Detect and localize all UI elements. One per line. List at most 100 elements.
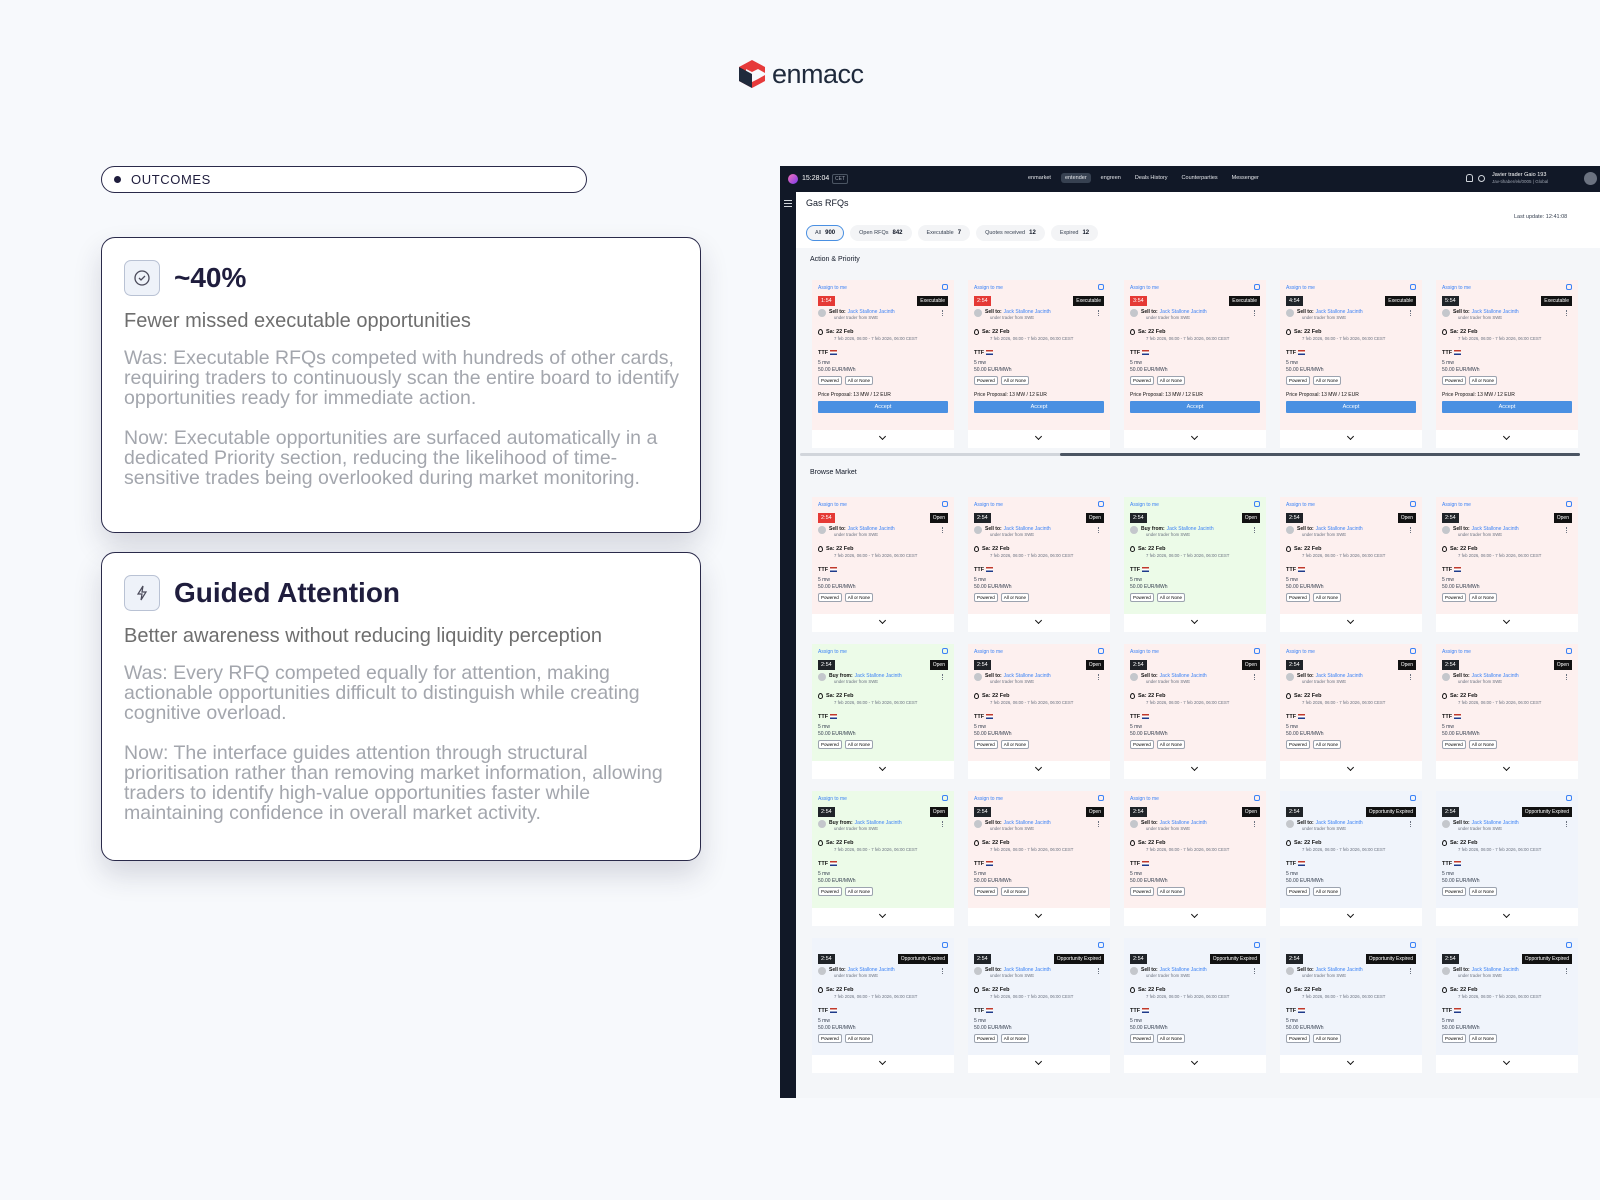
expand-strip[interactable] xyxy=(1436,614,1578,632)
expand-strip[interactable] xyxy=(1124,761,1266,779)
price-proposal: Price Proposal: 13 MW / 12 EUR xyxy=(974,392,1047,398)
nav-item[interactable]: enmarket xyxy=(1028,175,1051,181)
expand-strip[interactable] xyxy=(1436,908,1578,926)
side: Sell to: xyxy=(985,526,1002,532)
assign-link[interactable]: Assign to me xyxy=(818,285,847,291)
expand-strip[interactable] xyxy=(1436,761,1578,779)
accept-button[interactable]: Accept xyxy=(974,401,1104,413)
user-sub: Jav-tihaber/ek/0005 | Global xyxy=(1492,179,1549,184)
user-avatar xyxy=(1584,172,1597,185)
expand-strip[interactable] xyxy=(1280,614,1422,632)
expand-strip[interactable] xyxy=(812,430,954,448)
nav-item[interactable]: Counterparties xyxy=(1181,175,1218,181)
tags: Powered All or None xyxy=(1130,593,1186,602)
filter-chip[interactable]: Executable 7 xyxy=(917,225,971,241)
expand-strip[interactable] xyxy=(1280,761,1422,779)
avatar xyxy=(1442,309,1450,317)
assign-link[interactable]: Assign to me xyxy=(1442,285,1471,291)
expand-strip[interactable] xyxy=(812,908,954,926)
timer-badge: 1:54 xyxy=(818,296,835,306)
avatar xyxy=(1442,967,1450,975)
assign-link[interactable]: Assign to me xyxy=(1442,649,1471,655)
price: 50.00 EUR/MWh xyxy=(1286,731,1324,737)
nav-item[interactable]: Deals History xyxy=(1134,175,1168,181)
nav-item[interactable]: Messenger xyxy=(1231,175,1259,181)
avatar xyxy=(1286,526,1294,534)
volume: 5 mw xyxy=(818,1018,830,1024)
flame-icon xyxy=(1130,840,1135,846)
assign-link[interactable]: Assign to me xyxy=(818,796,847,802)
expand-strip[interactable] xyxy=(968,614,1110,632)
filter-chip[interactable]: All 900 xyxy=(806,225,845,241)
assign-link[interactable]: Assign to me xyxy=(974,502,1003,508)
price: 50.00 EUR/MWh xyxy=(1442,584,1480,590)
delivery-range: 7 feb 2026, 06:00 - 7 feb 2026, 06:00 CE… xyxy=(1302,847,1386,852)
expand-strip[interactable] xyxy=(1280,1055,1422,1073)
expand-strip[interactable] xyxy=(1124,614,1266,632)
expand-strip[interactable] xyxy=(1124,908,1266,926)
last-update: Last update: 12:41:08 xyxy=(1514,214,1568,220)
expand-strip[interactable] xyxy=(968,430,1110,448)
chevron xyxy=(878,763,887,772)
expand-strip[interactable] xyxy=(812,1055,954,1073)
expand-strip[interactable] xyxy=(1436,1055,1578,1073)
accept-button[interactable]: Accept xyxy=(818,401,948,413)
assign-link[interactable]: Assign to me xyxy=(1130,649,1159,655)
delivery-date: Sa: 22 Feb xyxy=(982,840,1010,846)
assign-link[interactable]: Assign to me xyxy=(1130,796,1159,802)
assign-link[interactable]: Assign to me xyxy=(1286,502,1315,508)
expand-strip[interactable] xyxy=(1124,430,1266,448)
expand-strip[interactable] xyxy=(968,1055,1110,1073)
tags: Powered All or None xyxy=(818,887,874,896)
assign-link[interactable]: Assign to me xyxy=(1286,649,1315,655)
tag: All or None xyxy=(1312,593,1342,602)
side: Sell to: xyxy=(1297,820,1314,826)
expand-strip[interactable] xyxy=(1280,430,1422,448)
assign-link[interactable]: Assign to me xyxy=(974,285,1003,291)
filter-icon-line xyxy=(784,203,792,204)
filter-count: 12 xyxy=(1082,230,1090,236)
avatar xyxy=(1442,673,1450,681)
outcome-card: ~40% Fewer missed executable opportuniti… xyxy=(101,237,701,533)
delivery-range: 7 feb 2026, 06:00 - 7 feb 2026, 06:00 CE… xyxy=(1458,553,1542,558)
hide-icon xyxy=(1254,648,1260,654)
side: Sell to: xyxy=(1453,967,1470,973)
assign-link[interactable]: Assign to me xyxy=(1130,502,1159,508)
expand-strip[interactable] xyxy=(812,761,954,779)
assign-link[interactable]: Assign to me xyxy=(974,796,1003,802)
hide-icon xyxy=(1566,648,1572,654)
avatar xyxy=(1130,967,1138,975)
assign-link[interactable]: Assign to me xyxy=(1286,285,1315,291)
filter-chip[interactable]: Open RFQs 842 xyxy=(850,225,912,241)
timer-badge: 2:54 xyxy=(818,513,835,523)
filter-chip[interactable]: Quotes received 12 xyxy=(976,225,1045,241)
nav-item[interactable]: engreen xyxy=(1100,175,1121,181)
accept-button[interactable]: Accept xyxy=(1130,401,1260,413)
expand-strip[interactable] xyxy=(968,761,1110,779)
accept-button[interactable]: Accept xyxy=(1286,401,1416,413)
counterparty-name: Jack Stallone Jacinth xyxy=(854,673,902,679)
expand-strip[interactable] xyxy=(1280,908,1422,926)
expand-strip[interactable] xyxy=(1124,1055,1266,1073)
more-icon xyxy=(1410,527,1412,533)
delivery-range: 7 feb 2026, 06:00 - 7 feb 2026, 06:00 CE… xyxy=(1146,336,1230,341)
nav-item[interactable]: entender xyxy=(1060,173,1091,183)
assign-link[interactable]: Assign to me xyxy=(1442,502,1471,508)
expand-strip[interactable] xyxy=(812,614,954,632)
expand-strip[interactable] xyxy=(968,908,1110,926)
flame-icon xyxy=(1130,987,1135,993)
tag: Powered xyxy=(974,887,998,896)
assign-link[interactable]: Assign to me xyxy=(1130,285,1159,291)
filter-chip[interactable]: Expired 12 xyxy=(1050,225,1099,241)
accept-button[interactable]: Accept xyxy=(1442,401,1572,413)
expired-icon xyxy=(1098,942,1104,948)
filter-label: Executable xyxy=(926,230,954,236)
delivery-range: 7 feb 2026, 06:00 - 7 feb 2026, 06:00 CE… xyxy=(1146,700,1230,705)
assign-link[interactable]: Assign to me xyxy=(818,502,847,508)
assign-link[interactable]: Assign to me xyxy=(818,649,847,655)
side: Sell to: xyxy=(1297,967,1314,973)
logo-text: enmacc xyxy=(772,58,864,89)
rfq-card: Assign to me 4:54 Executable Sell to: Jack S… xyxy=(1280,280,1422,448)
assign-link[interactable]: Assign to me xyxy=(974,649,1003,655)
expand-strip[interactable] xyxy=(1436,430,1578,448)
